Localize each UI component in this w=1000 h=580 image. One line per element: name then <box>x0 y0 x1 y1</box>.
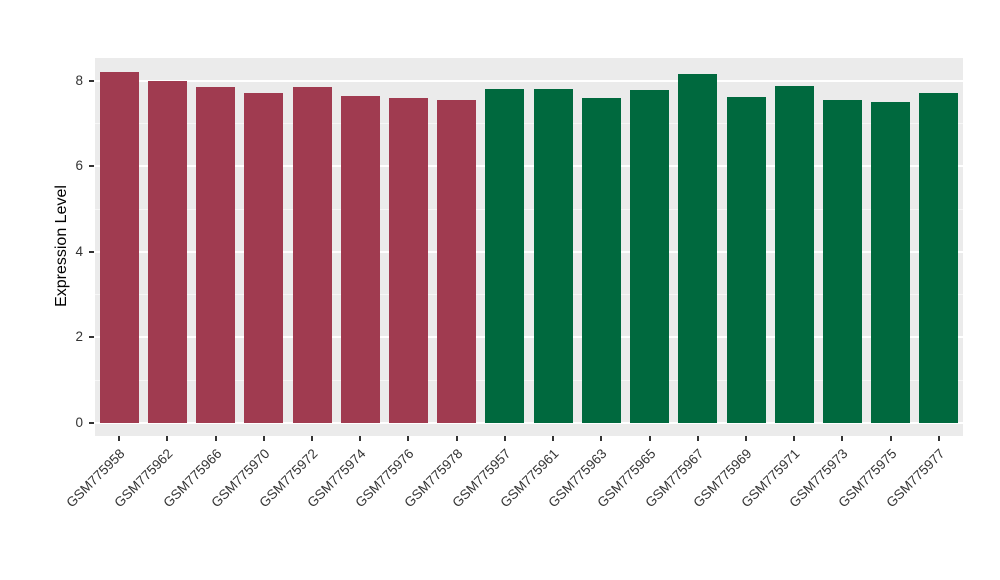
x-tick-mark <box>214 436 217 441</box>
major-gridline <box>95 250 963 253</box>
y-tick-label: 6 <box>75 158 83 174</box>
x-tick-label: GSM775958 <box>63 446 128 511</box>
y-tick-mark <box>89 336 94 339</box>
x-tick-mark <box>696 436 699 441</box>
x-tick-mark <box>600 436 603 441</box>
bar-GSM775975 <box>871 102 911 423</box>
y-tick-mark <box>89 422 94 424</box>
x-tick-mark <box>118 436 121 441</box>
x-tick-mark <box>793 436 796 441</box>
x-tick-mark <box>648 436 651 441</box>
x-tick-label: GSM775974 <box>304 446 369 511</box>
major-gridline <box>95 422 963 424</box>
x-tick-mark <box>455 436 458 441</box>
x-tick-label: GSM775969 <box>690 446 755 511</box>
x-tick-mark <box>359 436 362 441</box>
bar-GSM775976 <box>388 97 428 423</box>
bar-GSM775961 <box>533 89 573 423</box>
x-tick-label: GSM775965 <box>593 446 659 511</box>
major-gridline <box>95 336 963 339</box>
major-gridline <box>95 79 963 82</box>
x-tick-mark <box>407 436 410 441</box>
x-tick-label: GSM775978 <box>401 446 466 511</box>
x-tick-label: GSM775961 <box>497 446 562 511</box>
x-tick-mark <box>841 436 844 441</box>
x-tick-mark <box>937 436 940 441</box>
bar-GSM775967 <box>678 74 718 423</box>
x-tick-label: GSM775972 <box>256 446 321 511</box>
y-tick-label: 2 <box>75 329 83 345</box>
bar-GSM775957 <box>485 89 525 423</box>
bar-GSM775965 <box>630 90 670 423</box>
bar-GSM775962 <box>147 80 187 423</box>
x-tick-label: GSM775963 <box>545 446 610 511</box>
major-gridline <box>95 165 963 168</box>
x-tick-label: GSM775973 <box>786 446 852 511</box>
x-tick-mark <box>552 436 555 441</box>
plot-panel <box>95 58 963 436</box>
y-tick-mark <box>89 79 94 82</box>
bar-GSM775973 <box>822 99 862 423</box>
bar-GSM775969 <box>726 96 766 423</box>
x-tick-mark <box>503 436 506 441</box>
x-tick-mark <box>889 436 892 441</box>
x-tick-label: GSM775957 <box>449 446 514 511</box>
x-tick-label: GSM775975 <box>835 446 900 511</box>
bar-GSM775963 <box>581 97 621 423</box>
y-tick-mark <box>89 250 94 253</box>
minor-gridline <box>95 294 963 296</box>
x-tick-mark <box>311 436 313 441</box>
minor-gridline <box>95 122 963 124</box>
y-tick-label: 0 <box>75 415 83 430</box>
y-tick-label: 8 <box>75 72 83 88</box>
x-tick-label: GSM775967 <box>642 446 707 511</box>
bar-GSM775974 <box>340 95 380 423</box>
x-tick-label: GSM775970 <box>208 446 273 511</box>
x-tick-mark <box>745 436 747 441</box>
bar-GSM775977 <box>919 93 959 423</box>
x-tick-label: GSM775977 <box>883 446 948 511</box>
bar-GSM775966 <box>196 87 236 423</box>
x-tick-label: GSM775971 <box>738 446 803 511</box>
x-tick-label: GSM775962 <box>111 446 176 511</box>
bar-GSM775971 <box>774 85 814 423</box>
bar-GSM775958 <box>99 72 139 423</box>
x-tick-mark <box>262 436 265 441</box>
x-tick-label: GSM775966 <box>159 446 225 511</box>
y-tick-label: 4 <box>75 243 83 259</box>
minor-gridline <box>95 379 963 381</box>
y-tick-mark <box>89 165 94 168</box>
x-tick-mark <box>166 436 169 441</box>
bar-GSM775972 <box>292 87 332 423</box>
minor-gridline <box>95 208 963 210</box>
bar-GSM775978 <box>437 99 477 423</box>
bar-GSM775970 <box>244 92 284 423</box>
x-tick-label: GSM775976 <box>352 446 418 511</box>
